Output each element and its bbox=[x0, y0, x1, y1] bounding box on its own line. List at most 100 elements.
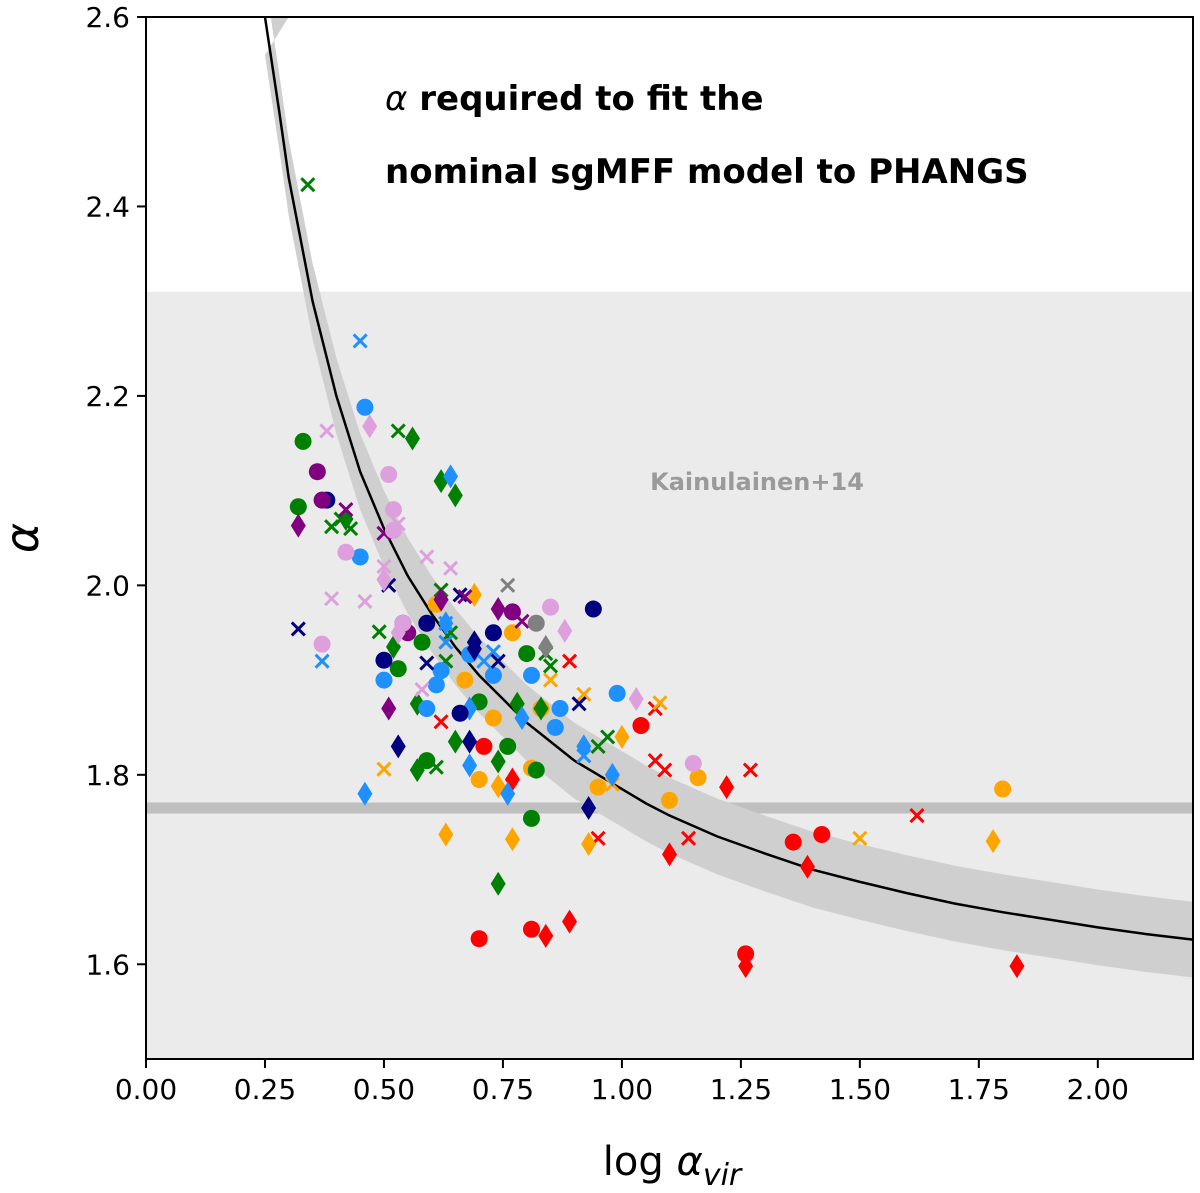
point-cross bbox=[542, 672, 559, 688]
point-diamond bbox=[447, 729, 463, 754]
point-diamond bbox=[490, 597, 506, 622]
point-cross bbox=[680, 830, 697, 846]
point-cross bbox=[357, 593, 373, 610]
point-diamond bbox=[514, 705, 530, 730]
point-diamond bbox=[290, 513, 306, 538]
series-red bbox=[433, 653, 1025, 979]
point-cross bbox=[514, 613, 530, 629]
point-cross bbox=[600, 729, 616, 745]
point-diamond bbox=[438, 822, 454, 847]
point-diamond bbox=[447, 483, 463, 508]
point-cross bbox=[376, 761, 392, 777]
point-circle bbox=[813, 825, 831, 843]
point-diamond bbox=[381, 696, 397, 721]
point-diamond bbox=[490, 749, 506, 774]
annotation-line-1-text: required to fit the bbox=[407, 79, 763, 119]
series-dodgerblue bbox=[314, 333, 626, 806]
x-tick-label: 1.50 bbox=[829, 1073, 891, 1106]
point-circle bbox=[484, 709, 502, 727]
point-circle bbox=[484, 666, 502, 684]
point-cross bbox=[338, 502, 354, 518]
point-cross bbox=[657, 762, 673, 778]
point-diamond bbox=[533, 696, 549, 721]
point-circle bbox=[351, 548, 369, 566]
point-circle bbox=[451, 704, 469, 722]
point-diamond bbox=[462, 753, 478, 778]
point-circle bbox=[375, 671, 393, 689]
point-circle bbox=[527, 761, 545, 779]
point-diamond bbox=[390, 734, 406, 759]
point-diamond bbox=[538, 923, 554, 948]
y-tick-label: 2.4 bbox=[85, 190, 130, 223]
point-circle bbox=[413, 633, 431, 651]
point-diamond bbox=[357, 781, 373, 806]
y-tick-label: 2.0 bbox=[85, 569, 130, 602]
point-circle bbox=[584, 600, 602, 618]
point-circle bbox=[689, 769, 707, 787]
y-axis-label: α bbox=[0, 523, 49, 553]
point-cross bbox=[371, 624, 387, 640]
point-cross bbox=[485, 644, 501, 660]
point-circle bbox=[470, 930, 488, 948]
y-tick-label: 1.6 bbox=[85, 948, 130, 981]
point-circle bbox=[542, 598, 560, 616]
point-cross bbox=[352, 333, 368, 349]
point-diamond bbox=[604, 762, 620, 787]
point-circle bbox=[546, 718, 564, 736]
annotation-line-1: α required to fit the bbox=[385, 79, 764, 119]
point-cross bbox=[390, 423, 406, 439]
point-diamond bbox=[462, 729, 478, 754]
point-diamond bbox=[409, 758, 425, 783]
point-cross bbox=[324, 591, 340, 607]
point-cross bbox=[571, 696, 587, 712]
point-circle bbox=[522, 809, 540, 827]
point-cross bbox=[852, 830, 868, 846]
point-diamond bbox=[443, 464, 459, 489]
point-cross bbox=[428, 759, 444, 775]
point-cross bbox=[390, 516, 406, 532]
x-tick-label: 0.00 bbox=[115, 1073, 177, 1106]
y-tick-label: 1.8 bbox=[85, 759, 130, 792]
point-diamond bbox=[985, 829, 1001, 854]
model-curve-line bbox=[263, 17, 1193, 941]
point-diamond bbox=[390, 620, 406, 645]
x-axis-label-sub: vir bbox=[703, 1158, 743, 1193]
point-cross bbox=[419, 549, 435, 565]
point-circle bbox=[684, 754, 702, 772]
point-circle bbox=[632, 717, 650, 735]
point-circle bbox=[375, 651, 393, 669]
point-diamond bbox=[362, 414, 378, 439]
point-cross bbox=[742, 762, 758, 778]
point-diamond bbox=[662, 842, 677, 867]
y-axis: 1.6 1.8 2.0 2.2 2.4 2.6 bbox=[85, 1, 146, 981]
point-circle bbox=[608, 684, 626, 702]
point-circle bbox=[432, 662, 450, 680]
point-circle bbox=[389, 660, 407, 678]
point-cross bbox=[319, 423, 335, 439]
x-axis: 0.00 0.25 0.50 0.75 1.00 1.25 1.50 1.75 2.00 bbox=[115, 1059, 1129, 1106]
point-circle bbox=[418, 614, 436, 632]
x-tick-label: 2.00 bbox=[1067, 1073, 1129, 1106]
point-cross bbox=[561, 653, 578, 669]
point-cross bbox=[542, 658, 559, 674]
point-diamond bbox=[581, 831, 597, 856]
data-points bbox=[289, 177, 1025, 979]
point-diamond bbox=[538, 634, 554, 659]
point-diamond bbox=[405, 426, 421, 451]
point-diamond bbox=[1009, 954, 1025, 979]
point-circle bbox=[427, 676, 445, 694]
point-diamond bbox=[562, 909, 578, 934]
point-cross bbox=[433, 714, 449, 730]
point-cross bbox=[438, 615, 454, 631]
annotation-alpha-symbol: α bbox=[385, 79, 407, 119]
point-diamond bbox=[490, 871, 506, 896]
point-cross bbox=[324, 519, 340, 535]
point-cross bbox=[457, 589, 473, 605]
point-circle bbox=[294, 432, 312, 450]
x-axis-label-alpha: α bbox=[676, 1139, 702, 1185]
point-cross bbox=[490, 653, 506, 669]
point-circle bbox=[737, 945, 755, 963]
point-circle bbox=[380, 466, 398, 484]
point-circle bbox=[499, 737, 517, 755]
